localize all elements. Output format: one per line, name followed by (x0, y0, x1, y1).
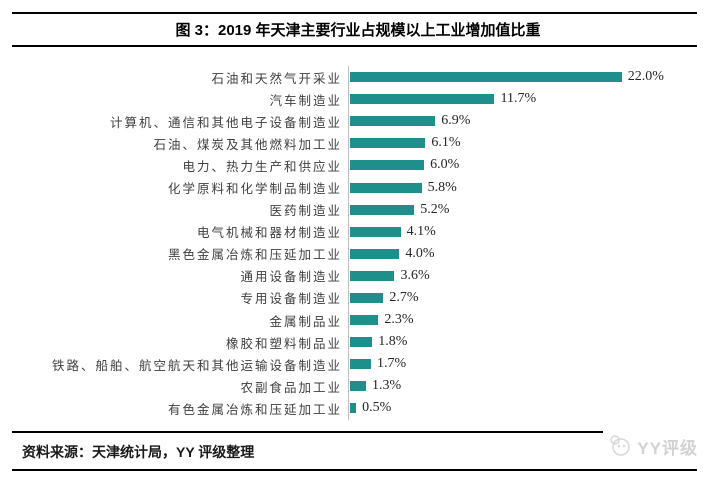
bar-row: 医药制造业 5.2% (12, 198, 704, 221)
bar-track: 1.3% (348, 375, 704, 398)
bar (350, 94, 495, 105)
category-label: 石油和天然气开采业 (211, 70, 342, 86)
bar-row: 专用设备制造业 2.7% (12, 286, 704, 310)
bar-row: 汽车制造业 11.7% (12, 88, 704, 111)
bar-row: 化学原料和化学制品制造业 5.8% (12, 176, 704, 199)
bar-row: 计算机、通信和其他电子设备制造业 6.9% (12, 110, 704, 133)
value-label: 6.0% (430, 157, 460, 173)
bar (350, 315, 379, 326)
value-label: 6.1% (431, 135, 461, 151)
bar-row: 铁路、船舶、航空航天和其他运输设备制造业 1.7% (12, 353, 704, 376)
bar (350, 270, 395, 281)
bar-track: 0.5% (348, 397, 704, 420)
bar (350, 160, 425, 171)
bar-row: 橡胶和塑料制品业 1.8% (12, 331, 704, 354)
source-note: 资料来源：天津统计局，YY 评级整理 (22, 444, 255, 460)
category-label: 黑色金属冶炼和压延加工业 (167, 247, 342, 263)
value-label: 6.9% (441, 113, 471, 129)
value-label: 3.6% (400, 267, 430, 283)
title-bottom-rule (12, 45, 697, 47)
bar-track: 6.0% (348, 154, 704, 177)
bar-track: 1.8% (348, 331, 704, 354)
bar-track: 4.0% (348, 242, 704, 265)
value-label: 2.3% (384, 312, 414, 328)
value-label: 1.3% (372, 378, 402, 394)
bar-track: 5.8% (348, 176, 704, 199)
bar-row: 通用设备制造业 3.6% (12, 264, 704, 287)
category-label: 医药制造业 (269, 203, 342, 219)
top-rule (12, 12, 697, 14)
category-label: 计算机、通信和其他电子设备制造业 (109, 114, 342, 130)
category-label: 电力、热力生产和供应业 (182, 158, 342, 174)
bar (350, 72, 622, 83)
bar (350, 403, 357, 414)
bar-row: 电力、热力生产和供应业 6.0% (12, 154, 704, 177)
category-label: 汽车制造业 (269, 92, 342, 108)
category-label: 有色金属冶炼和压延加工业 (167, 401, 342, 417)
bar-track: 2.7% (348, 286, 704, 310)
value-label: 2.7% (389, 289, 419, 305)
bar-track: 4.1% (348, 220, 704, 243)
bar-row: 金属制品业 2.3% (12, 309, 704, 332)
value-label: 1.7% (376, 356, 407, 372)
category-label: 通用设备制造业 (240, 269, 342, 285)
category-label: 铁路、船舶、航空航天和其他运输设备制造业 (51, 357, 342, 373)
footer-bottom-rule (12, 469, 697, 471)
bar-chart: 石油和天然气开采业 22.0% 汽车制造业 11.7% 计算机、通信和其他电子设备制造业… (12, 66, 704, 420)
category-label: 石油、煤炭及其他燃料加工业 (153, 136, 342, 152)
bar-track: 22.0% (348, 66, 704, 89)
value-label: 0.5% (362, 400, 392, 416)
category-label: 橡胶和塑料制品业 (225, 335, 342, 351)
bar-track: 11.7% (348, 88, 704, 111)
bar (350, 204, 415, 215)
category-label: 电气机械和器材制造业 (196, 225, 342, 241)
value-label: 1.8% (378, 334, 408, 350)
value-label: 4.0% (405, 245, 435, 261)
bar-track: 6.1% (348, 132, 704, 155)
value-label: 5.8% (427, 179, 457, 195)
bar (350, 292, 384, 303)
bar-track: 5.2% (348, 198, 704, 221)
value-label: 11.7% (500, 91, 537, 107)
category-label: 金属制品业 (269, 313, 342, 329)
bar (350, 381, 367, 392)
bar (350, 138, 426, 149)
bar-track: 2.3% (348, 309, 704, 332)
value-label: 4.1% (406, 223, 436, 239)
bar (350, 337, 373, 348)
category-label: 化学原料和化学制品制造业 (167, 181, 342, 197)
value-label: 5.2% (420, 201, 450, 217)
bar (350, 226, 401, 237)
bar-track: 6.9% (348, 110, 704, 133)
yy-rating-logo-icon (607, 434, 633, 458)
category-label: 专用设备制造业 (240, 291, 342, 307)
bar-track: 3.6% (348, 264, 704, 287)
bar-row: 有色金属冶炼和压延加工业 0.5% (12, 397, 704, 420)
bar (350, 116, 436, 127)
bar (350, 182, 422, 193)
watermark-text: YY评级 (637, 438, 698, 458)
bar-track: 1.7% (348, 353, 704, 376)
bar (350, 359, 371, 370)
watermark: YY评级 (603, 428, 702, 464)
bar-row: 农副食品加工业 1.3% (12, 375, 704, 398)
category-label: 农副食品加工业 (240, 379, 342, 395)
bar-row: 黑色金属冶炼和压延加工业 4.0% (12, 242, 704, 265)
bar-row: 石油、煤炭及其他燃料加工业 6.1% (12, 132, 704, 155)
bar-row: 石油和天然气开采业 22.0% (12, 66, 704, 89)
bar (350, 248, 400, 259)
bar-row: 电气机械和器材制造业 4.1% (12, 220, 704, 243)
value-label: 22.0% (627, 69, 664, 85)
figure-title: 图 3：2019 年天津主要行业占规模以上工业增加值比重 (175, 22, 541, 39)
footer-top-rule (12, 431, 697, 433)
